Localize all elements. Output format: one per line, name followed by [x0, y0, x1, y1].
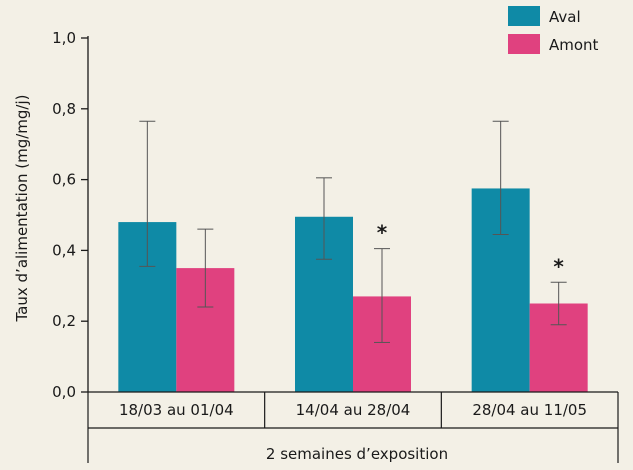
y-axis: 0,0 0,2 0,4 0,6 0,8 1,0: [52, 29, 89, 401]
x-category-label: 18/03 au 01/04: [119, 401, 234, 419]
x-category-label: 14/04 au 28/04: [296, 401, 411, 419]
legend-swatch: [508, 6, 540, 26]
legend: Aval Amont: [508, 6, 599, 54]
bars: **: [118, 120, 588, 392]
x-category-label: 28/04 au 11/05: [472, 401, 587, 419]
y-tick-label: 1,0: [52, 29, 76, 47]
y-tick-label: 0,0: [52, 383, 76, 401]
y-tick-label: 0,4: [52, 241, 76, 259]
legend-label: Amont: [549, 36, 599, 54]
x-axis: 18/03 au 01/04 14/04 au 28/04 28/04 au 11/…: [87, 391, 619, 463]
y-tick-label: 0,6: [52, 171, 76, 189]
significance-label: *: [553, 254, 564, 278]
significance-label: *: [377, 221, 388, 245]
legend-label: Aval: [549, 8, 581, 26]
legend-swatch: [508, 34, 540, 54]
y-axis-title: Taux d’alimentation (mg/mg/j): [13, 94, 31, 322]
y-tick-label: 0,2: [52, 312, 76, 330]
x-axis-title: 2 semaines d’exposition: [266, 445, 448, 463]
y-tick-label: 0,8: [52, 100, 76, 118]
